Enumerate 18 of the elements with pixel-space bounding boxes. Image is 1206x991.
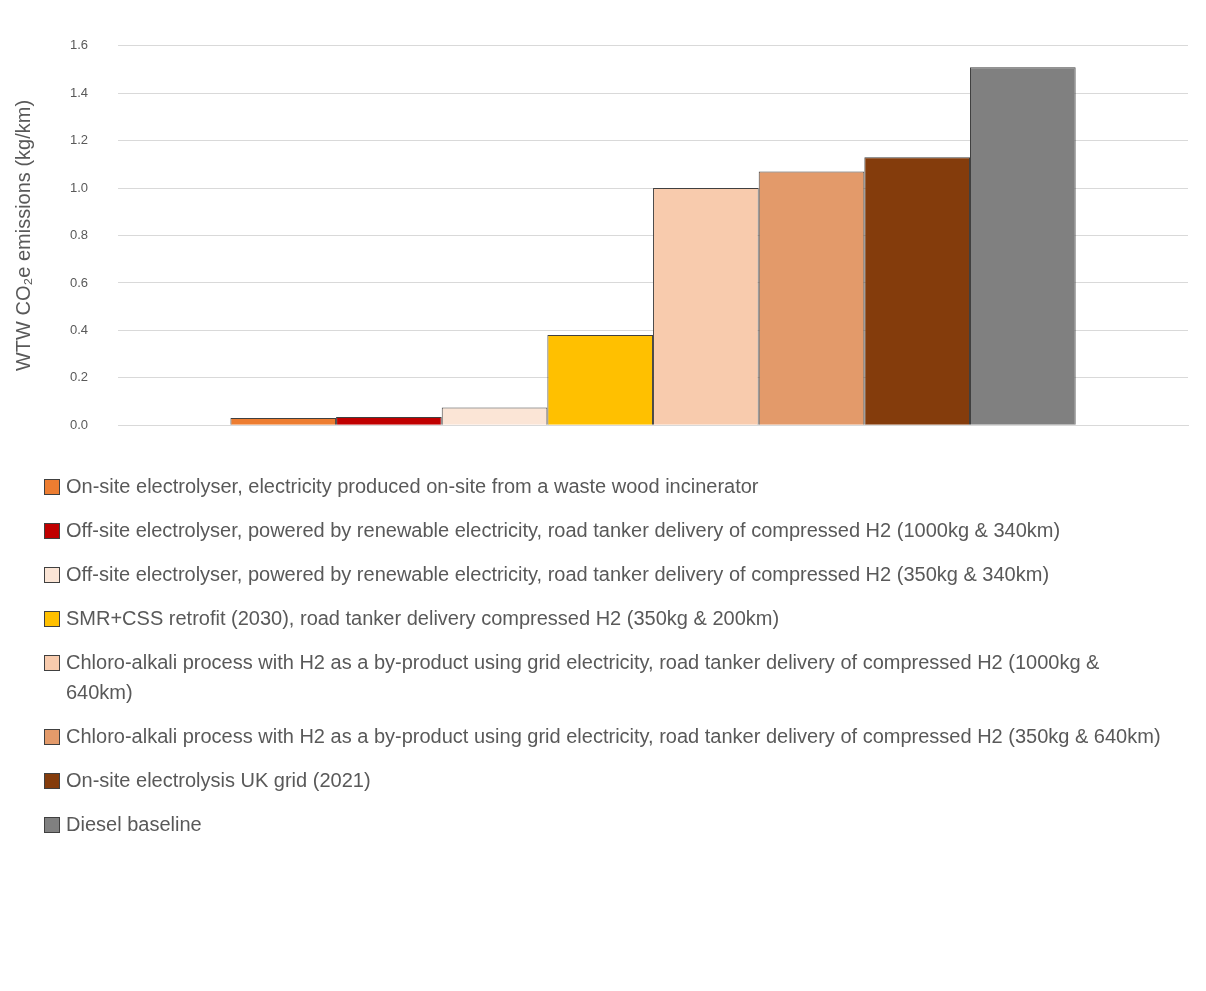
- y-tick-label: 1.2: [69, 132, 89, 148]
- legend-label: On-site electrolysis UK grid (2021): [66, 768, 371, 793]
- legend-label: Chloro-alkali process with H2 as a by-product using grid electricity, road tanker delivery of compressed H2 (350kg & 640km): [66, 724, 1161, 749]
- y-tick-label: 0.2: [69, 369, 89, 385]
- y-tick-label: 1.0: [69, 179, 89, 195]
- legend-label: Chloro-alkali process with H2 as a by-product using grid electricity, road tanker delivery of compressed H2 (1000kg & 640km): [66, 650, 1101, 705]
- y-tick-label: 0.8: [69, 227, 89, 243]
- y-tick-label: 0.4: [69, 321, 89, 337]
- legend-label: Off-site electrolyser, powered by renewable electricity, road tanker delivery of compressed H2 (1000kg & 340km): [66, 518, 1061, 543]
- y-tick-label: 0.6: [69, 274, 89, 290]
- y-tick-label: 1.4: [69, 84, 89, 100]
- y-tick-label: 0.0: [69, 416, 89, 432]
- legend-label: Diesel baseline: [66, 812, 202, 837]
- legend-label: On-site electrolyser, electricity produced on-site from a waste wood incinerator: [66, 474, 759, 499]
- y-tick-label: 1.6: [69, 37, 89, 53]
- legend-label: Off-site electrolyser, powered by renewable electricity, road tanker delivery of compressed H2 (350kg & 340km): [66, 562, 1050, 587]
- y-axis-title: WTW CO₂e emissions (kg/km): [11, 99, 34, 372]
- legend-label: SMR+CSS retrofit (2030), road tanker delivery compressed H2 (350kg & 200km): [66, 606, 780, 631]
